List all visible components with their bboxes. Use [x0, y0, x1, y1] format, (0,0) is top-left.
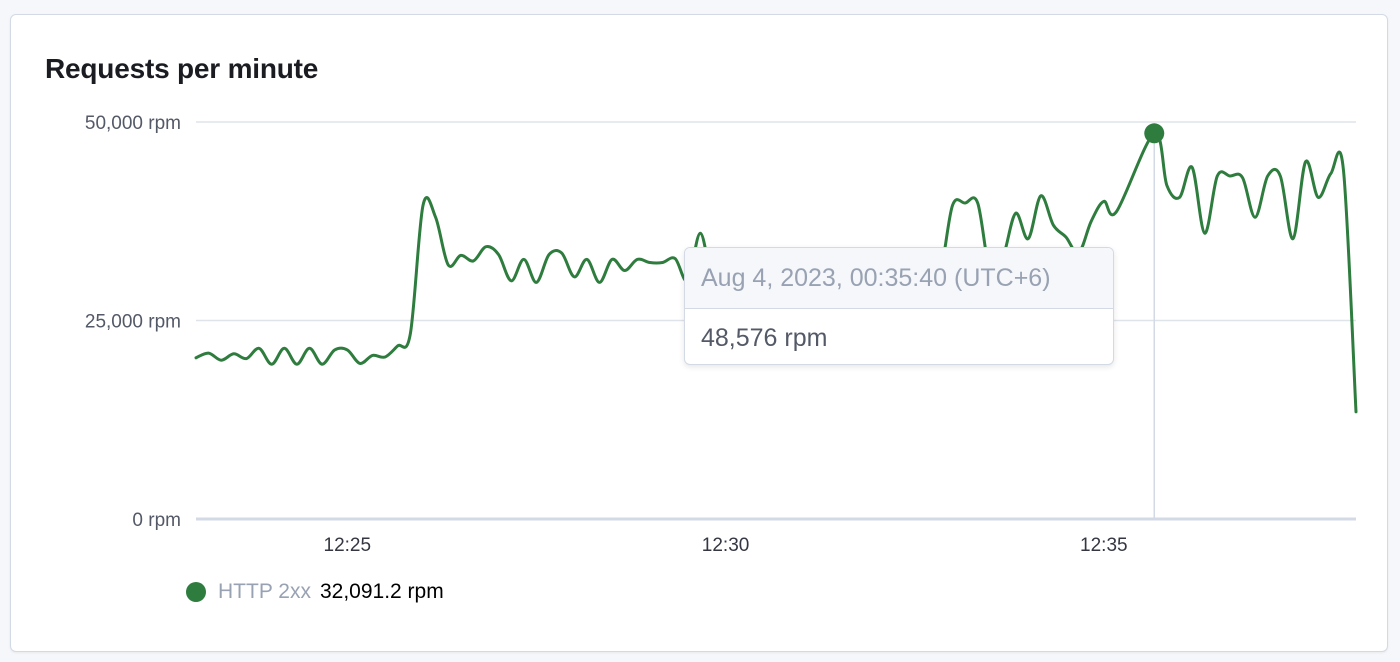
y-tick-label: 0 rpm: [132, 510, 181, 531]
x-tick-label: 12:35: [1080, 535, 1128, 556]
tooltip-value: 48,576 rpm: [701, 323, 828, 352]
tooltip-timestamp: Aug 4, 2023, 00:35:40 (UTC+6): [685, 248, 1113, 309]
y-tick-label: 25,000 rpm: [85, 312, 181, 333]
y-axis: 0 rpm 25,000 rpm 50,000 rpm: [85, 113, 181, 531]
x-axis: 12:25 12:30 12:35: [324, 535, 1128, 556]
legend-series-value: 32,091.2 rpm: [319, 580, 444, 603]
x-tick-label: 12:25: [324, 535, 372, 556]
legend[interactable]: HTTP 2xx 32,091.2 rpm: [186, 580, 444, 604]
highlighted-data-point[interactable]: [1144, 123, 1165, 144]
legend-color-dot-icon: [186, 582, 206, 602]
legend-series-name[interactable]: HTTP 2xx: [218, 580, 311, 603]
y-tick-label: 50,000 rpm: [85, 113, 181, 134]
x-tick-label: 12:30: [702, 535, 750, 556]
tooltip: Aug 4, 2023, 00:35:40 (UTC+6) 48,576 rpm: [684, 247, 1114, 365]
panel-title: Requests per minute: [45, 53, 319, 84]
